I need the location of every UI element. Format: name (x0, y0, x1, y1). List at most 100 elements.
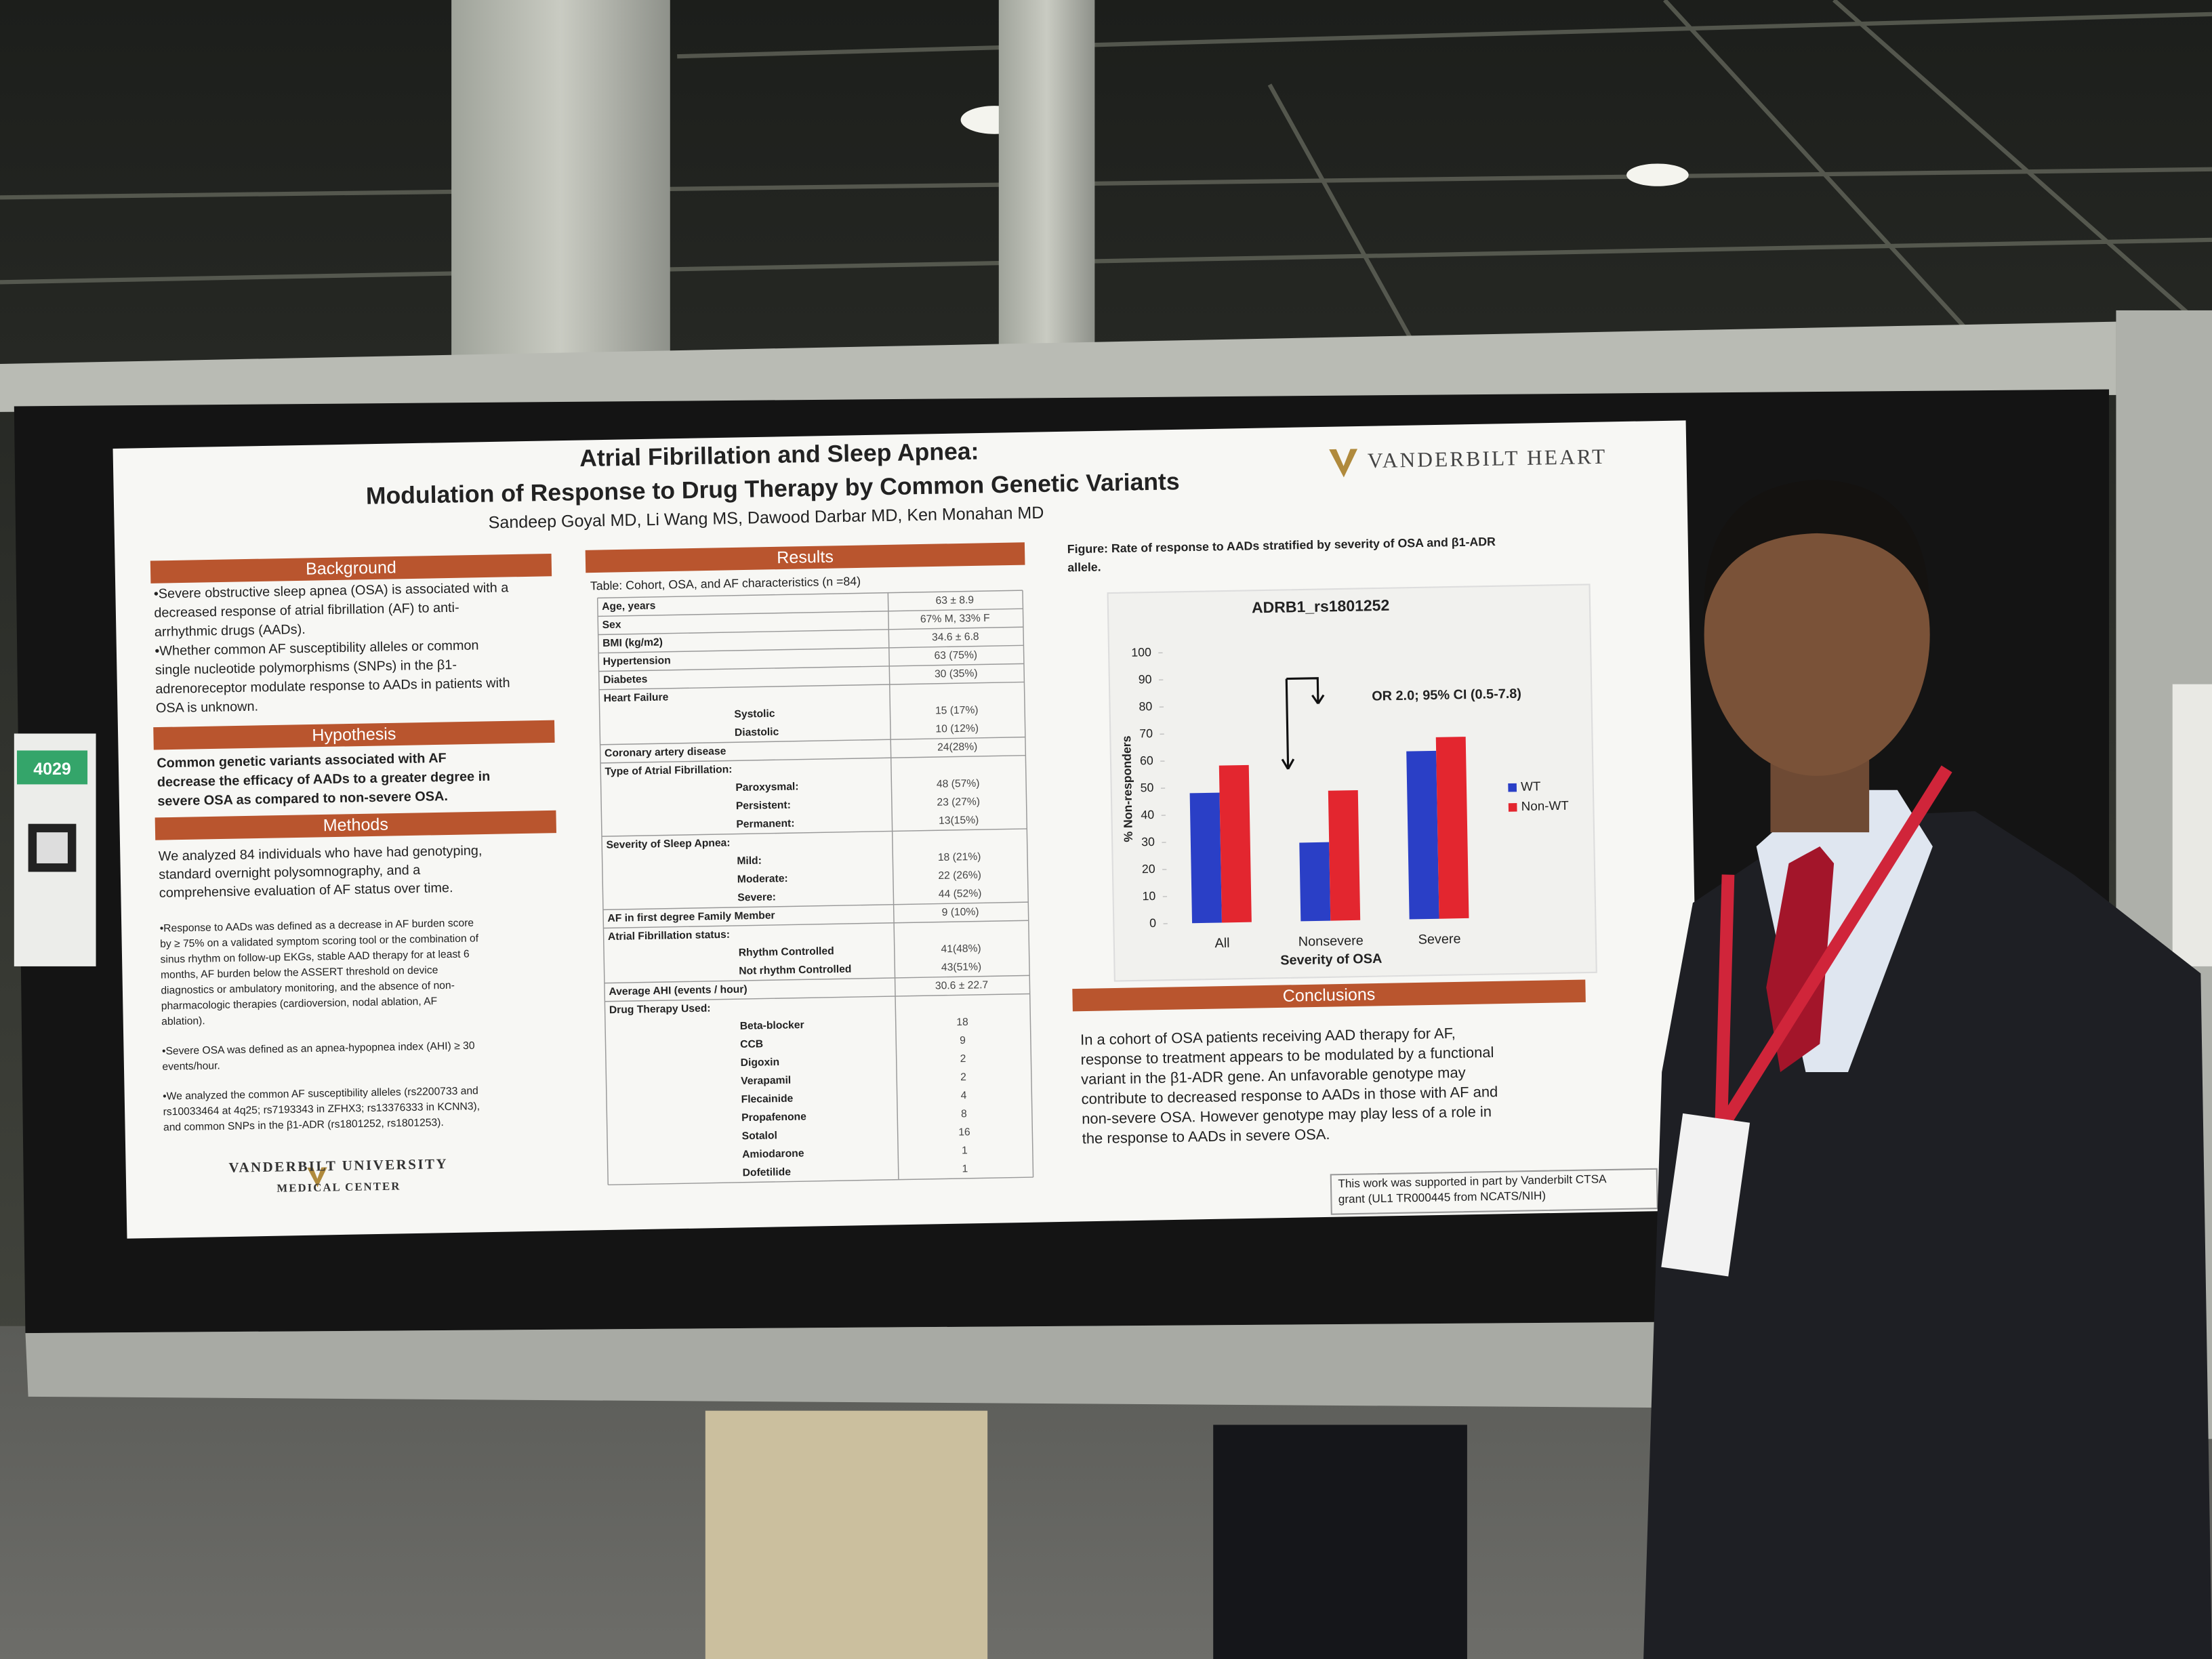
table-value: 1 (962, 1163, 968, 1174)
x-tick-label: Severe (1418, 932, 1460, 947)
table-border (598, 644, 1024, 654)
table-border (604, 975, 1030, 984)
table-border (596, 598, 609, 1185)
bar (1328, 790, 1361, 921)
table-label: Drug Therapy Used: (609, 1003, 711, 1017)
table-value: 30.6 ± 22.7 (935, 979, 989, 991)
annotation-arrow (1281, 677, 1325, 770)
section-heading-bar (150, 553, 552, 583)
body-text: OSA is unknown. (156, 699, 259, 716)
chart-annotation: OR 2.0; 95% CI (0.5-7.8) (1372, 687, 1521, 704)
table-border (597, 590, 1023, 599)
y-tick-label: 70 (1139, 726, 1153, 740)
y-tick-label: 100 (1131, 645, 1151, 659)
table-value: 23 (27%) (937, 796, 980, 808)
table-value: 18 (956, 1017, 968, 1028)
bar (1189, 792, 1222, 924)
table-label: Severity of Sleep Apnea: (606, 837, 730, 851)
table-sub-label: Diastolic (735, 726, 779, 739)
body-text: allele. (1067, 560, 1101, 575)
table-value: 16 (958, 1126, 970, 1138)
section-heading-bar (155, 810, 556, 840)
table-value: 63 (75%) (934, 649, 977, 661)
table-sub-label: Propafenone (741, 1111, 806, 1124)
logo-mark (307, 1167, 327, 1187)
table-value: 18 (21%) (938, 851, 981, 863)
person-legs (705, 1410, 988, 1659)
logo-mark (1329, 449, 1358, 478)
table-sub-label: Sotalol (742, 1130, 778, 1142)
table-label: Age, years (602, 600, 656, 613)
table-value: 10 (12%) (935, 722, 979, 735)
table-border (600, 736, 1025, 745)
table-sub-label: Permanent: (736, 818, 794, 831)
legend-label: Non-WT (1521, 798, 1570, 813)
qr-code (37, 832, 68, 863)
table-sub-label: Severe: (737, 891, 776, 903)
table-sub-label: Verapamil (741, 1075, 791, 1087)
name-badge (1661, 1113, 1750, 1277)
table-value: 67% M, 33% F (920, 613, 990, 626)
table-border (601, 828, 1027, 837)
tie (1766, 846, 1835, 1073)
table-label: Atrial Fibrillation status: (608, 929, 730, 943)
table-border (605, 993, 1030, 1002)
board-frame (0, 321, 2116, 412)
table-value: 34.6 ± 6.8 (932, 631, 979, 643)
table-value: 63 ± 8.9 (935, 594, 974, 607)
table-sub-label: Paroxysmal: (735, 781, 798, 794)
table-border (598, 663, 1024, 672)
table-sub-label: Flecainide (741, 1093, 794, 1105)
y-tick-label: 50 (1141, 781, 1154, 794)
table-value: 48 (57%) (937, 778, 980, 790)
section-heading: Hypothesis (312, 724, 396, 745)
table-border (602, 901, 1029, 911)
x-tick-label: Nonsevere (1298, 933, 1364, 949)
table-label: Average AHI (events / hour) (609, 984, 747, 998)
face (1704, 493, 1930, 776)
body-text: ablation). (161, 1015, 205, 1027)
funding-box (1330, 1168, 1658, 1215)
table-border (603, 920, 1029, 929)
section-heading-bar (1072, 979, 1586, 1012)
y-axis-label: % Non-responders (1120, 735, 1135, 842)
table-value: 43(51%) (941, 961, 981, 973)
table-sub-label: Moderate: (737, 873, 788, 885)
table-border (598, 608, 1023, 617)
y-tick-label: 30 (1141, 835, 1155, 848)
table-sub-label: Amiodarone (742, 1148, 804, 1161)
table-border (1022, 590, 1034, 1178)
table-border (600, 754, 1026, 764)
poster-logo: VANDERBILT HEART (1368, 445, 1607, 472)
table-sub-label: CCB (740, 1038, 763, 1050)
table-sub-label: Systolic (734, 708, 775, 720)
table-label: Coronary artery disease (605, 745, 726, 759)
table-label: BMI (kg/m2) (602, 636, 663, 649)
board-frame (25, 1319, 2110, 1411)
bar (1406, 750, 1439, 920)
x-axis-label: Severity of OSA (1280, 951, 1382, 968)
table-value: 2 (960, 1053, 966, 1065)
table-value: 44 (52%) (939, 888, 982, 900)
body-text: events/hour. (162, 1060, 220, 1072)
body-text: arrhythmic drugs (AADs). (155, 622, 306, 640)
table-sub-label: Not rhythm Controlled (739, 964, 851, 977)
table-value: 24(28%) (937, 741, 977, 754)
table-value: 1 (962, 1145, 968, 1156)
y-tick-label: 80 (1139, 699, 1152, 713)
table-value: 8 (961, 1108, 967, 1120)
footer-logo: VANDERBILT UNIVERSITY (228, 1155, 448, 1176)
side-card-badge (16, 750, 88, 785)
chart-title: ADRB1_rs1801252 (1252, 596, 1390, 617)
legend-swatch (1508, 802, 1517, 812)
y-tick-label: 60 (1140, 754, 1153, 767)
table-label: AF in first degree Family Member (607, 910, 775, 924)
y-tick-label: 40 (1141, 808, 1154, 821)
table-value: 22 (26%) (938, 869, 981, 882)
y-tick-label: 0 (1149, 916, 1156, 930)
section-heading-bar (153, 720, 555, 750)
table-sub-label: Persistent: (736, 800, 791, 812)
table-border (608, 1176, 1033, 1186)
poster: Atrial Fibrillation and Sleep Apnea:Modu… (112, 420, 1700, 1239)
